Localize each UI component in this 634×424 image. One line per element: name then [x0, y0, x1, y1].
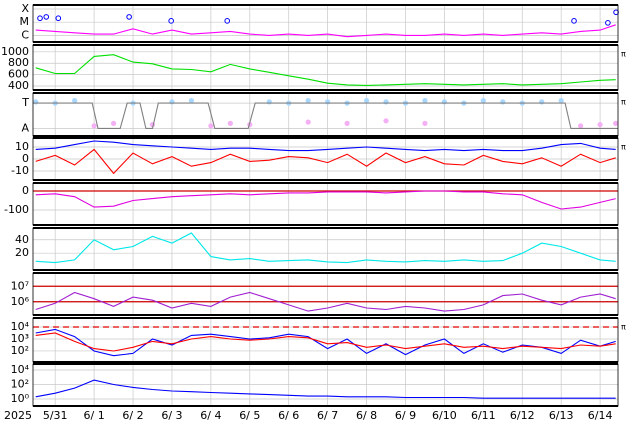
data-dot [344, 120, 350, 126]
x-tick-label: 6/10 [432, 409, 457, 422]
series-line [35, 24, 616, 38]
y-tick-label: 10⁰ [11, 392, 30, 405]
x-tick-label: 6/ 2 [122, 409, 143, 422]
y-tick-label: -100 [4, 203, 29, 216]
series-line [35, 140, 616, 152]
y-tick-label: X [21, 2, 29, 15]
series-line [33, 102, 618, 129]
y-tick-label: 20 [15, 246, 29, 259]
event-marker [37, 15, 43, 22]
event-marker [126, 14, 132, 20]
event-marker [55, 15, 62, 22]
event-marker [168, 18, 174, 24]
event-marker [224, 18, 231, 24]
data-dot [110, 120, 117, 126]
side-label: π [621, 50, 626, 59]
x-tick-label: 6/ 5 [239, 409, 260, 422]
y-tick-label: 10⁴ [11, 320, 30, 333]
event-marker [43, 14, 50, 20]
y-tick-label: 1000 [1, 45, 29, 58]
data-dot [91, 123, 97, 129]
data-dot [441, 99, 448, 105]
data-dot [325, 99, 331, 105]
y-tick-label: 600 [8, 68, 29, 81]
x-tick-label: 6/13 [549, 409, 574, 422]
y-tick-label: 10² [11, 377, 29, 390]
data-dot [558, 97, 564, 104]
event-marker [605, 20, 611, 26]
x-tick-label: 6/ 3 [161, 409, 182, 422]
data-dot [539, 99, 545, 105]
y-tick-label: -10 [11, 164, 29, 177]
data-dot [480, 97, 486, 104]
series-line [35, 328, 616, 357]
data-dot [208, 123, 214, 129]
data-dot [188, 97, 195, 104]
y-tick-label: C [21, 28, 29, 41]
y-tick-label: 0 [22, 184, 29, 197]
data-dot [363, 97, 370, 104]
y-tick-label: 400 [8, 79, 29, 92]
data-dot [422, 120, 428, 126]
data-dot [500, 99, 506, 105]
y-tick-label: M [20, 15, 30, 28]
panel-frame [32, 92, 619, 137]
y-tick-label: 40 [15, 233, 29, 246]
series-line [35, 148, 616, 175]
y-tick-label: 10⁶ [11, 295, 30, 308]
y-tick-label: 10 [15, 140, 29, 153]
x-tick-label: 6/ 4 [200, 409, 221, 422]
series-line [35, 190, 616, 210]
x-tick-label: 6/11 [471, 409, 496, 422]
x-tick-label: 6/ 1 [84, 409, 105, 422]
data-dot [597, 122, 603, 128]
y-tick-label: 0 [22, 152, 29, 165]
y-tick-label: A [21, 121, 29, 134]
panel-frame [32, 4, 619, 43]
data-dot [613, 120, 619, 126]
x-tick-label: 5/31 [43, 409, 68, 422]
x-tick-label: 6/ 8 [356, 409, 377, 422]
data-dot [305, 119, 311, 125]
data-dot [578, 123, 584, 129]
series-line [35, 54, 616, 86]
y-tick-label: 10² [11, 344, 29, 357]
side-label: π [621, 143, 626, 152]
y-tick-label: 10⁷ [11, 279, 29, 292]
x-tick-label: 6/ 6 [278, 409, 299, 422]
data-dot [383, 118, 389, 124]
x-tick-label: 6/ 9 [395, 409, 416, 422]
data-dot [422, 97, 428, 104]
event-marker [571, 18, 577, 24]
data-dot [33, 99, 39, 105]
data-dot [305, 97, 311, 104]
data-dot [383, 99, 389, 105]
y-tick-label: 10³ [11, 332, 29, 345]
series-line [35, 379, 616, 399]
series-line [35, 291, 616, 312]
side-label: π [621, 98, 626, 107]
y-tick-label: T [21, 96, 29, 109]
year-label: 2025 [4, 409, 32, 422]
y-tick-label: 10⁴ [11, 363, 30, 376]
x-tick-label: 6/14 [588, 409, 613, 422]
data-dot [266, 99, 272, 105]
series-line [35, 332, 616, 352]
x-tick-label: 6/12 [510, 409, 535, 422]
data-dot [72, 97, 78, 104]
x-tick-label: 6/ 7 [317, 409, 338, 422]
y-tick-label: 800 [8, 56, 29, 69]
side-label: π [621, 323, 626, 332]
data-dot [169, 99, 175, 105]
data-dot [227, 120, 233, 126]
series-line [35, 232, 616, 264]
